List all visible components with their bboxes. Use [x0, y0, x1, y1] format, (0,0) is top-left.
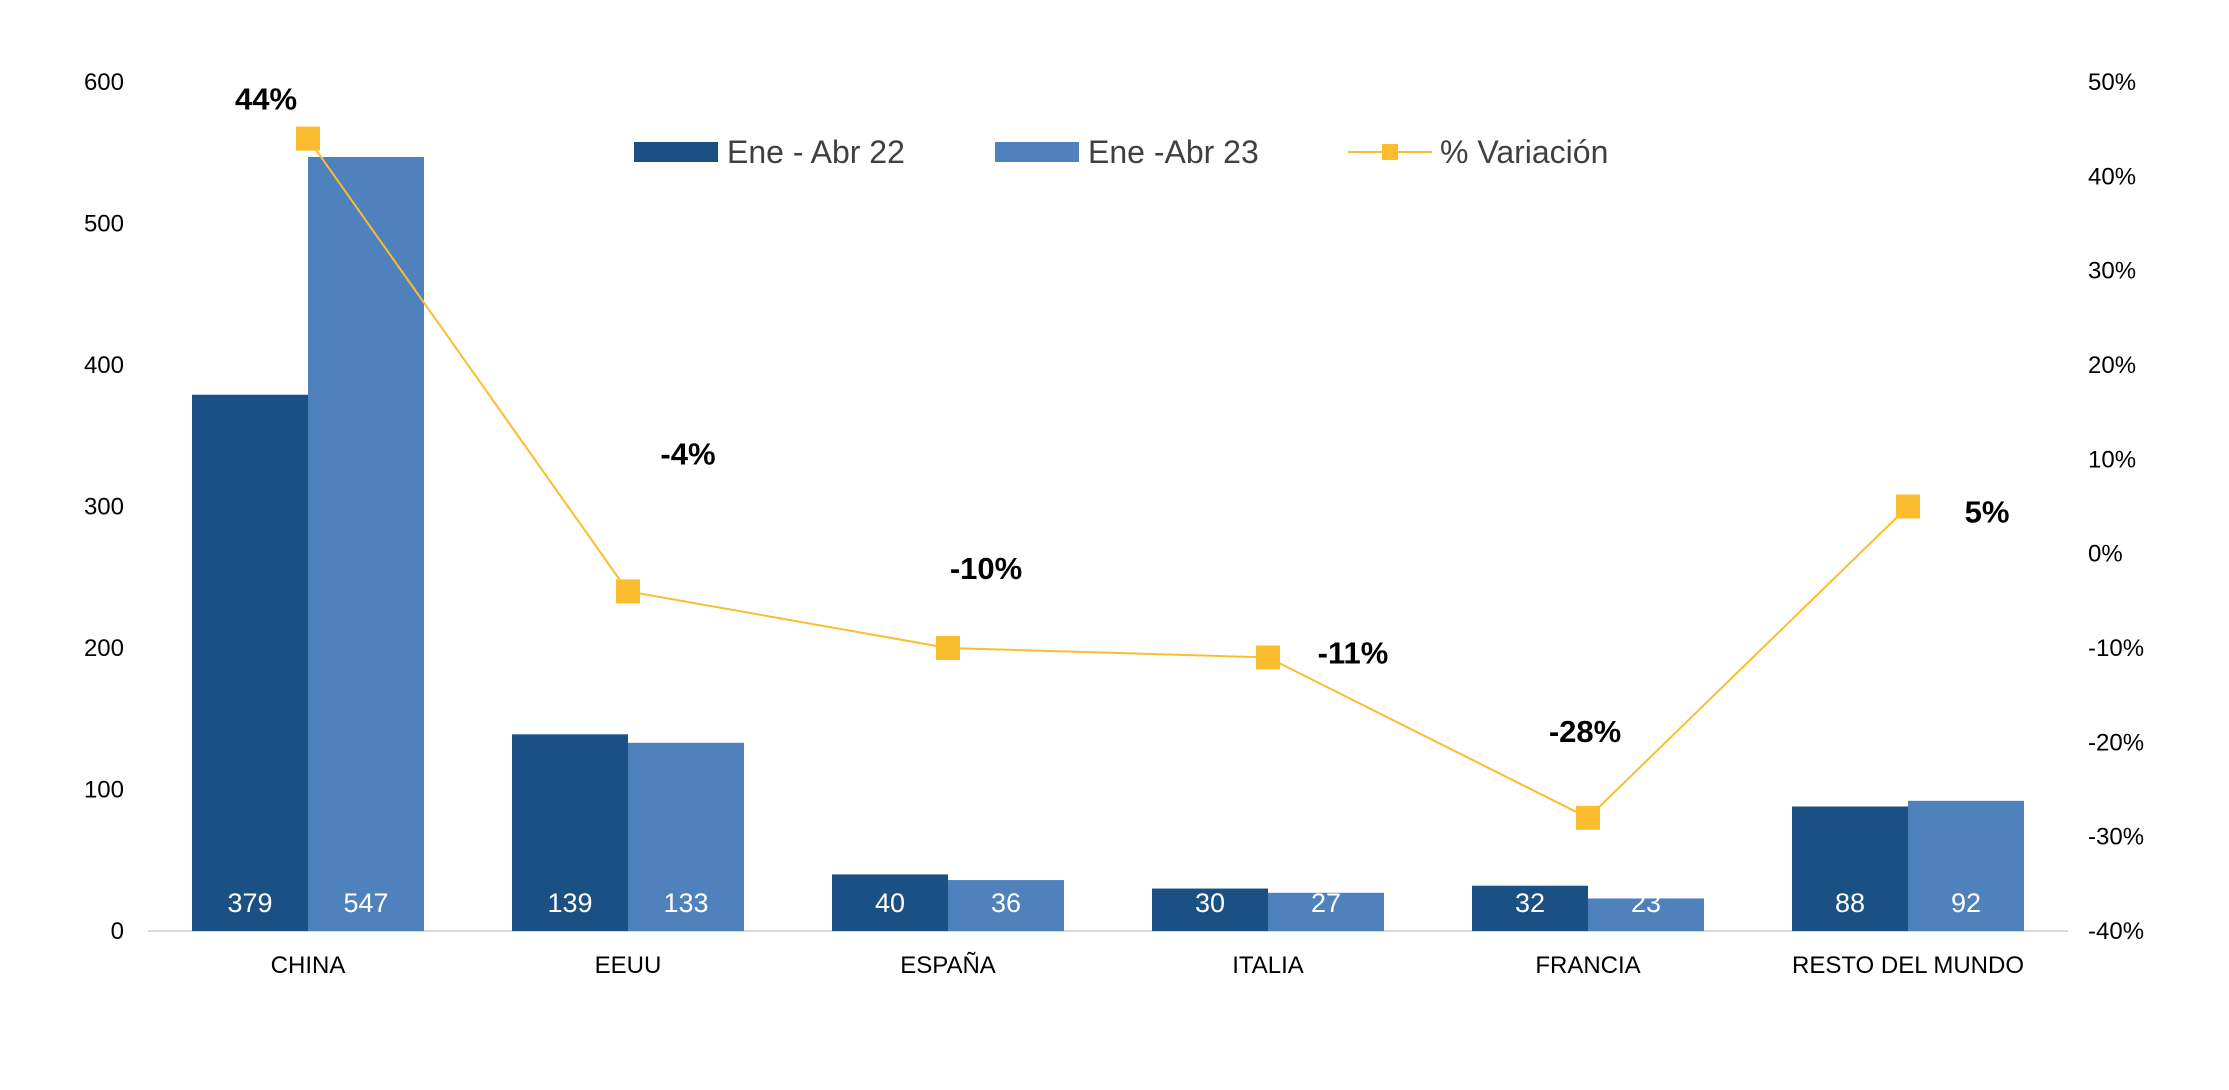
bar-value-label: 92 — [1951, 888, 1981, 918]
bar-value-label: 36 — [991, 888, 1021, 918]
variation-label: 5% — [1965, 495, 2010, 530]
y-right-tick-label: -40% — [2088, 918, 2144, 945]
y-right-tick-label: 0% — [2088, 541, 2123, 568]
y-right-tick-label: 20% — [2088, 352, 2136, 379]
bar-value-label: 40 — [875, 888, 905, 918]
bar-ene-abr-23 — [308, 156, 424, 931]
variation-marker — [936, 636, 960, 660]
bar-ene-abr-23 — [1588, 898, 1704, 931]
bar-ene-abr-22 — [192, 394, 308, 932]
bar-ene-abr-22 — [512, 734, 628, 931]
variation-label: 44% — [235, 82, 297, 117]
bar-value-label: 88 — [1835, 888, 1865, 918]
bar-ene-abr-23 — [1268, 892, 1384, 931]
bar-ene-abr-22 — [1152, 888, 1268, 931]
bar-value-label: 379 — [227, 888, 272, 918]
y-right-tick-label: -10% — [2088, 635, 2144, 662]
y-left-tick-label: 200 — [84, 635, 124, 662]
variation-marker — [1896, 494, 1920, 519]
bar-ene-abr-22 — [1792, 806, 1908, 931]
y-right-tick-label: -20% — [2088, 729, 2144, 756]
legend-swatch-ene-abr-22 — [634, 142, 718, 162]
x-category-label: EEUU — [595, 952, 662, 979]
x-category-label: CHINA — [271, 952, 346, 979]
x-category-label: FRANCIA — [1535, 952, 1640, 979]
x-category-label: ITALIA — [1232, 952, 1304, 979]
x-category-label: RESTO DEL MUNDO — [1792, 952, 2024, 979]
legend-label-ene-abr-22: Ene - Abr 22 — [727, 134, 905, 170]
legend-label-ene-abr-23: Ene -Abr 23 — [1088, 134, 1259, 170]
bar-value-label: 139 — [547, 888, 592, 918]
y-left-tick-label: 0 — [111, 918, 124, 945]
y-left-tick-label: 100 — [84, 777, 124, 804]
y-left-tick-label: 400 — [84, 352, 124, 379]
y-left-tick-label: 500 — [84, 211, 124, 238]
bar-ene-abr-23 — [628, 742, 744, 931]
variation-marker — [1576, 805, 1600, 830]
y-right-tick-label: 50% — [2088, 69, 2136, 96]
bar-value-label: 30 — [1195, 888, 1225, 918]
y-right-tick-label: -30% — [2088, 824, 2144, 851]
legend-swatch-ene-abr-23 — [995, 142, 1079, 162]
bar-ene-abr-23 — [948, 880, 1064, 931]
bar-value-label: 23 — [1631, 888, 1661, 918]
legend-label-variacion: % Variación — [1440, 134, 1608, 170]
bar-value-label: 32 — [1515, 888, 1545, 918]
bar-value-label: 27 — [1311, 888, 1341, 918]
variation-label: -10% — [950, 551, 1022, 586]
y-left-tick-label: 600 — [84, 69, 124, 96]
x-category-label: ESPAÑA — [900, 952, 996, 979]
legend-marker-variacion — [1382, 144, 1398, 160]
y-right-tick-label: 10% — [2088, 446, 2136, 473]
bar-value-label: 547 — [343, 888, 388, 918]
bar-value-label: 133 — [663, 888, 708, 918]
y-left-tick-label: 300 — [84, 494, 124, 521]
y-right-tick-label: 30% — [2088, 258, 2136, 285]
variation-marker — [1256, 645, 1280, 670]
variation-label: -11% — [1318, 635, 1389, 670]
variation-label: -28% — [1549, 714, 1621, 749]
bar-ene-abr-22 — [832, 874, 948, 931]
bar-ene-abr-23 — [1908, 800, 2024, 931]
variation-marker — [296, 126, 320, 151]
variation-marker — [616, 579, 640, 604]
variation-label: -4% — [660, 436, 715, 471]
variation-line — [307, 138, 1909, 820]
y-right-tick-label: 40% — [2088, 163, 2136, 190]
bar-ene-abr-22 — [1472, 885, 1588, 931]
